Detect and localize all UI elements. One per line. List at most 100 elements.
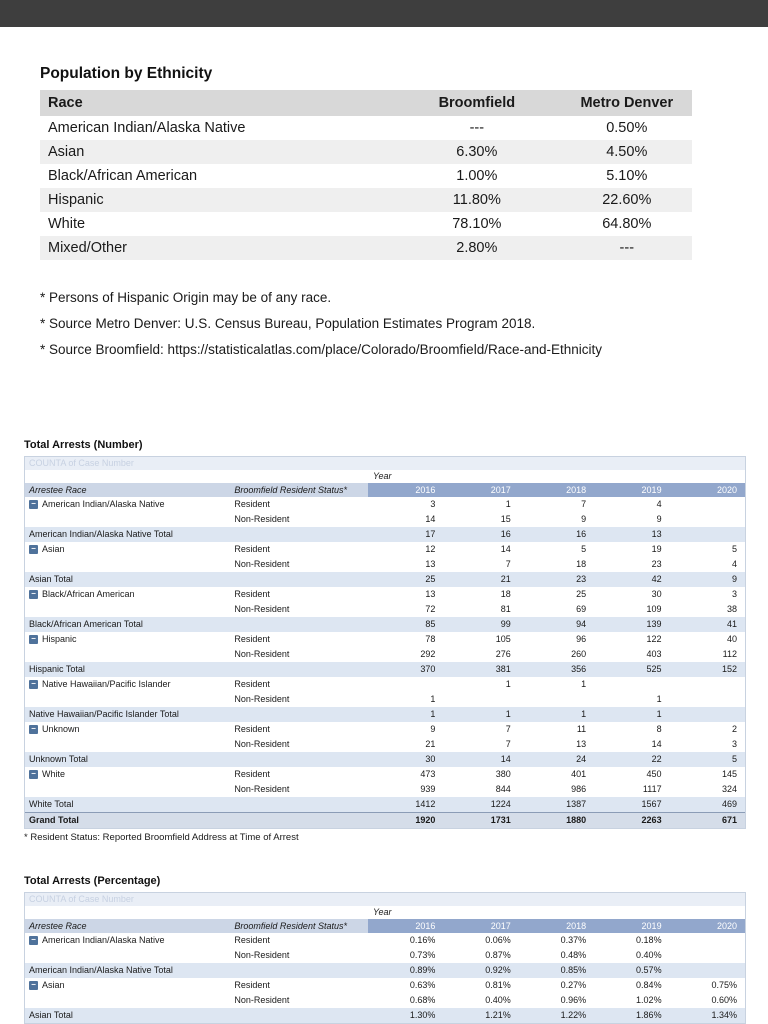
year-header-2018: 2018 <box>518 919 595 933</box>
value-cell <box>670 497 745 512</box>
race-cell: − Unknown <box>25 722 230 737</box>
broomfield-cell: 78.10% <box>452 216 502 232</box>
collapse-button[interactable]: − <box>29 680 38 689</box>
collapse-button[interactable]: − <box>29 635 38 644</box>
race-cell: Black/African American <box>48 168 198 184</box>
value-cell: 0.92% <box>485 965 511 975</box>
value-cell: 112 <box>722 649 737 659</box>
counta-label: COUNTA of Case Number <box>29 458 134 468</box>
value-cell <box>594 677 669 692</box>
status-cell: Non-Resident <box>234 694 290 704</box>
value-cell: 9 <box>656 514 662 524</box>
pivot-row: − Asian Resident 0.63% 0.81% 0.27% 0.84% 0.75% <box>25 978 745 993</box>
race-label: Unknown <box>42 724 80 734</box>
value-cell: 1 <box>581 709 587 719</box>
pivot-row: − Asian Resident 12 14 5 19 5 <box>25 542 745 557</box>
value-cell <box>670 677 745 692</box>
collapse-button[interactable]: − <box>29 981 38 990</box>
value-cell: 403 <box>646 649 662 659</box>
value-cell: 15 <box>500 514 511 524</box>
value-cell: 0.75% <box>711 980 737 990</box>
metro-denver-cell: 5.10% <box>606 168 648 184</box>
ethnicity-title: Population by Ethnicity <box>40 65 213 82</box>
status-cell: Non-Resident <box>234 784 290 794</box>
value-cell: 0.16% <box>409 935 436 945</box>
value-cell: 23 <box>651 559 662 569</box>
total-arrests-number-section: Total Arrests (Number) COUNTA of Case Nu… <box>24 439 746 843</box>
value-cell: 1 <box>505 499 511 509</box>
arrests-number-title: Total Arrests (Number) <box>24 439 143 451</box>
value-cell <box>670 707 745 722</box>
value-cell: 14 <box>500 544 511 554</box>
value-cell: 14 <box>425 514 436 524</box>
total-label: Black/African American Total <box>29 619 143 629</box>
collapse-button[interactable]: − <box>29 590 38 599</box>
race-cell: Asian <box>48 144 85 160</box>
race-cell <box>25 782 230 797</box>
value-cell: 2263 <box>641 815 662 825</box>
value-cell: 0.37% <box>560 935 587 945</box>
status-cell: Resident <box>234 935 270 945</box>
value-cell: 1.86% <box>636 1010 662 1020</box>
race-cell: − Hispanic <box>25 632 230 647</box>
year-header-2016: 2016 <box>368 919 444 933</box>
value-cell: 25 <box>425 574 436 584</box>
pivot-row: American Indian/Alaska Native Total 0.89%… <box>25 963 745 978</box>
value-cell: 72 <box>425 604 436 614</box>
arrests-number-pivot-table: COUNTA of Case Number Year Arrestee Race… <box>24 456 746 829</box>
value-cell: 0.73% <box>409 950 436 960</box>
pivot-row: Non-Resident 13 7 18 23 4 <box>25 557 745 572</box>
value-cell: 1 <box>656 694 662 704</box>
resident-status-header: Broomfield Resident Status* <box>230 483 369 497</box>
status-cell: Resident <box>234 544 270 554</box>
value-cell: 105 <box>495 634 511 644</box>
value-cell: 401 <box>571 769 587 779</box>
race-cell: White <box>48 216 86 232</box>
ethnicity-row: American Indian/Alaska Native --- 0.50% <box>40 116 692 140</box>
value-cell <box>670 963 745 978</box>
metro-denver-cell: --- <box>619 240 635 256</box>
year-group-label: Year <box>373 471 392 481</box>
pivot-row: − Unknown Resident 9 7 11 8 2 <box>25 722 745 737</box>
pivot-row: Non-Resident 14 15 9 9 <box>25 512 745 527</box>
year-header-2016: 2016 <box>368 483 444 497</box>
status-cell: Non-Resident <box>234 649 290 659</box>
value-cell: 1 <box>430 709 436 719</box>
value-cell: 41 <box>726 619 737 629</box>
value-cell: 0.81% <box>485 980 511 990</box>
race-cell: − Asian <box>25 978 230 993</box>
broomfield-cell: 1.00% <box>456 168 498 184</box>
value-cell: 5 <box>731 544 737 554</box>
race-cell <box>25 993 230 1008</box>
race-label: White <box>42 769 66 779</box>
ethnicity-table-body: American Indian/Alaska Native --- 0.50% Asi… <box>40 116 692 260</box>
collapse-button[interactable]: − <box>29 770 38 779</box>
metro-denver-column-header: Metro Denver <box>580 95 674 111</box>
value-cell: 30 <box>651 589 662 599</box>
year-header-2020: 2020 <box>669 919 745 933</box>
race-cell: − American Indian/Alaska Native <box>25 497 230 512</box>
value-cell: 1.22% <box>560 1010 587 1020</box>
value-cell: 276 <box>495 649 511 659</box>
collapse-button[interactable]: − <box>29 500 38 509</box>
pivot-header-row: Arrestee Race Broomfield Resident Status… <box>25 483 745 497</box>
year-header-2019: 2019 <box>594 919 670 933</box>
race-cell: − Asian <box>25 542 230 557</box>
arrests-percentage-pivot-table: COUNTA of Case Number Year Arrestee Race… <box>24 892 746 1024</box>
race-cell <box>25 647 230 662</box>
value-cell <box>670 692 745 707</box>
value-cell: 1117 <box>642 784 662 794</box>
value-cell: 18 <box>500 589 511 599</box>
collapse-button[interactable]: − <box>29 545 38 554</box>
collapse-button[interactable]: − <box>29 725 38 734</box>
value-cell: 145 <box>721 769 737 779</box>
race-cell: Mixed/Other <box>48 240 127 256</box>
value-cell: 23 <box>576 574 587 584</box>
value-cell: 1567 <box>641 799 662 809</box>
collapse-button[interactable]: − <box>29 936 38 945</box>
total-label: Unknown Total <box>29 754 88 764</box>
value-cell: 21 <box>425 739 436 749</box>
value-cell: 939 <box>420 784 436 794</box>
pivot-year-group-row: Year <box>25 906 745 919</box>
value-cell: 0.89% <box>409 965 436 975</box>
